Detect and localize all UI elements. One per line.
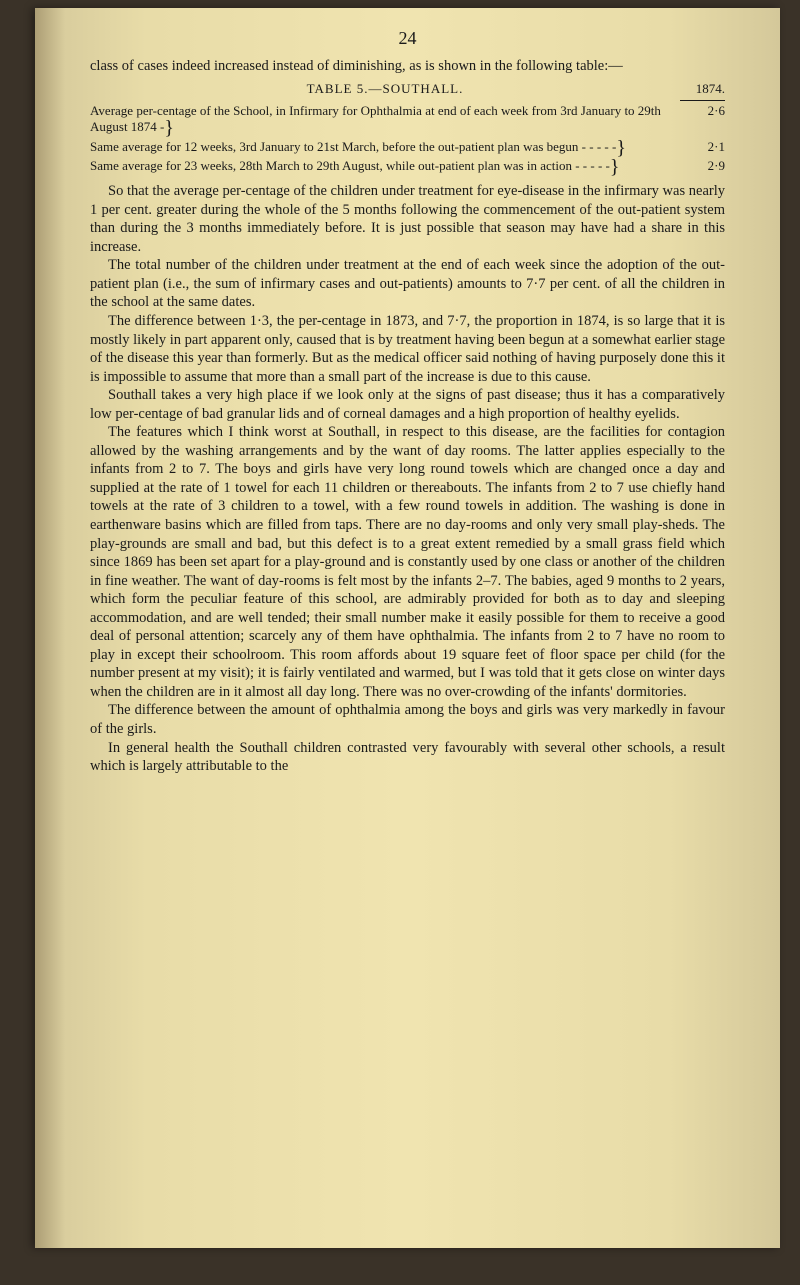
table-year: 1874. — [680, 81, 725, 101]
body-text: So that the average per-centage of the c… — [90, 182, 725, 776]
table-title: TABLE 5.—SOUTHALL. — [90, 81, 680, 97]
table-val: 2·9 — [680, 158, 725, 174]
paragraph: In general health the Southall children … — [90, 739, 725, 776]
table-desc: Same average for 12 weeks, 3rd January t… — [90, 139, 680, 155]
paragraph: The difference between the amount of oph… — [90, 701, 725, 738]
paragraph: Southall takes a very high place if we l… — [90, 386, 725, 423]
intro-paragraph: class of cases indeed increased instead … — [90, 57, 725, 75]
paragraph: The difference between 1·3, the per-cent… — [90, 312, 725, 386]
document-page: 24 class of cases indeed increased inste… — [35, 8, 780, 1248]
table-desc: Same average for 23 weeks, 28th March to… — [90, 158, 680, 174]
table-row: Same average for 12 weeks, 3rd January t… — [90, 139, 725, 155]
table-val: 2·1 — [680, 139, 725, 155]
table-val: 2·6 — [680, 103, 725, 136]
table-row: Same average for 23 weeks, 28th March to… — [90, 158, 725, 174]
paragraph: The total number of the children under t… — [90, 256, 725, 312]
paragraph: The features which I think worst at Sout… — [90, 423, 725, 701]
paragraph: So that the average per-centage of the c… — [90, 182, 725, 256]
table-row: Average per-centage of the School, in In… — [90, 103, 725, 136]
page-number: 24 — [90, 28, 725, 49]
table-desc: Average per-centage of the School, in In… — [90, 103, 680, 136]
